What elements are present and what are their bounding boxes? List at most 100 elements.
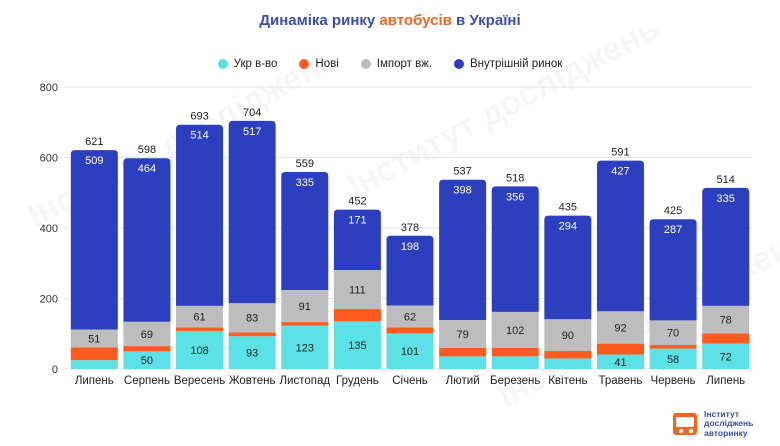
legend-item-new: Нові (299, 58, 339, 70)
logo: Інститут досліджень авторинку (672, 406, 776, 442)
legend-item-import: Імпорт вж. (360, 58, 432, 70)
bar-segment (70, 347, 118, 361)
data-label: 398 (453, 185, 471, 197)
bar-segment (439, 356, 487, 369)
data-label: 102 (506, 325, 524, 337)
data-label: 123 (296, 342, 314, 354)
data-label: 335 (717, 193, 735, 205)
x-tick-label: Січень (392, 375, 428, 387)
bar-segment (228, 336, 276, 369)
y-tick-label: 400 (40, 223, 58, 235)
bar-segment (281, 322, 329, 326)
bar-segment (123, 158, 171, 322)
bar-segment (439, 320, 487, 348)
bar-segment (544, 319, 592, 352)
total-label: 591 (611, 147, 629, 159)
data-label: 72 (720, 351, 732, 363)
total-label: 704 (243, 107, 261, 119)
total-label: 693 (190, 111, 208, 123)
y-tick-label: 800 (40, 82, 58, 94)
bar-segment (544, 358, 592, 369)
data-label: 91 (299, 301, 311, 313)
total-label: 559 (296, 158, 314, 170)
data-label: 335 (296, 177, 314, 189)
y-tick-label: 600 (40, 153, 58, 165)
y-tick-label: 200 (40, 294, 58, 306)
bar-segment (333, 321, 381, 369)
bar-segment (281, 290, 329, 323)
bar-segment (491, 347, 539, 357)
bar-segment (439, 347, 487, 357)
bar-segment (544, 215, 592, 320)
data-label: 41 (614, 357, 626, 369)
data-label: 135 (348, 340, 366, 352)
bar-segment (596, 311, 644, 344)
x-tick-label: Грудень (336, 375, 379, 387)
data-label: 198 (401, 241, 419, 253)
legend-label-total: Внутрішній ринок (469, 58, 563, 70)
data-label: 171 (348, 215, 366, 227)
logo-line-2: досліджень (704, 418, 754, 429)
bar-segment (281, 325, 329, 369)
bar-segment (386, 327, 434, 334)
bar-segment (649, 348, 697, 369)
total-label: 621 (85, 136, 103, 148)
legend-swatch-new (299, 59, 310, 69)
bar-segment (228, 303, 276, 333)
bar-segment (649, 345, 697, 349)
x-tick-label: Листопад (279, 375, 330, 387)
data-label: 83 (246, 313, 258, 325)
data-label: 58 (667, 354, 679, 366)
total-label: 378 (401, 222, 419, 234)
data-label: 287 (664, 224, 682, 236)
data-label: 108 (190, 345, 208, 357)
chart-title: Динаміка ринку автобусів в Україні (0, 12, 780, 29)
data-label: 50 (141, 355, 153, 367)
total-label: 435 (559, 202, 577, 214)
y-tick-label: 0 (52, 364, 58, 376)
data-label: 427 (611, 166, 629, 178)
data-label: 90 (562, 330, 574, 342)
logo-line-1: Інститут (704, 408, 739, 419)
total-label: 452 (348, 196, 366, 208)
bar-segment (333, 209, 381, 270)
bar-segment (596, 354, 644, 369)
x-tick-label: Серпень (124, 375, 170, 387)
x-tick-label: Лютий (446, 375, 480, 387)
legend-swatch-total (453, 59, 464, 69)
bar-segment (333, 269, 381, 310)
bar-segment (123, 351, 171, 369)
legend-swatch-import (360, 59, 371, 69)
bar-segment (386, 305, 434, 328)
x-tick-label: Липень (706, 375, 745, 387)
bar-segment (70, 150, 118, 330)
bar-segment (491, 311, 539, 348)
bar-segment (386, 333, 434, 369)
data-label: 356 (506, 191, 524, 203)
total-label: 518 (506, 172, 524, 184)
legend-label-import: Імпорт вж. (376, 58, 432, 70)
data-label: 62 (404, 311, 416, 323)
total-label: 425 (664, 205, 682, 217)
data-label: 101 (401, 346, 419, 358)
bar-segment (281, 171, 329, 291)
bar-segment (544, 351, 592, 359)
bar-segment (386, 235, 434, 306)
logo-mark-icon (673, 413, 697, 435)
bar-segment (702, 187, 750, 306)
data-label: 92 (614, 322, 626, 334)
bar-segment (228, 332, 276, 337)
title-accent: автобусів (379, 12, 452, 29)
data-label: 79 (456, 329, 468, 341)
legend-label-new: Нові (315, 58, 339, 70)
bar-segment (70, 329, 118, 348)
data-label: 93 (246, 348, 258, 360)
total-label: 514 (717, 174, 735, 186)
bar-segment (702, 343, 750, 369)
data-label: 69 (141, 329, 153, 341)
data-label: 51 (88, 334, 100, 346)
bar-segment (123, 346, 171, 352)
data-label: 70 (667, 328, 679, 340)
data-label: 111 (349, 285, 366, 297)
